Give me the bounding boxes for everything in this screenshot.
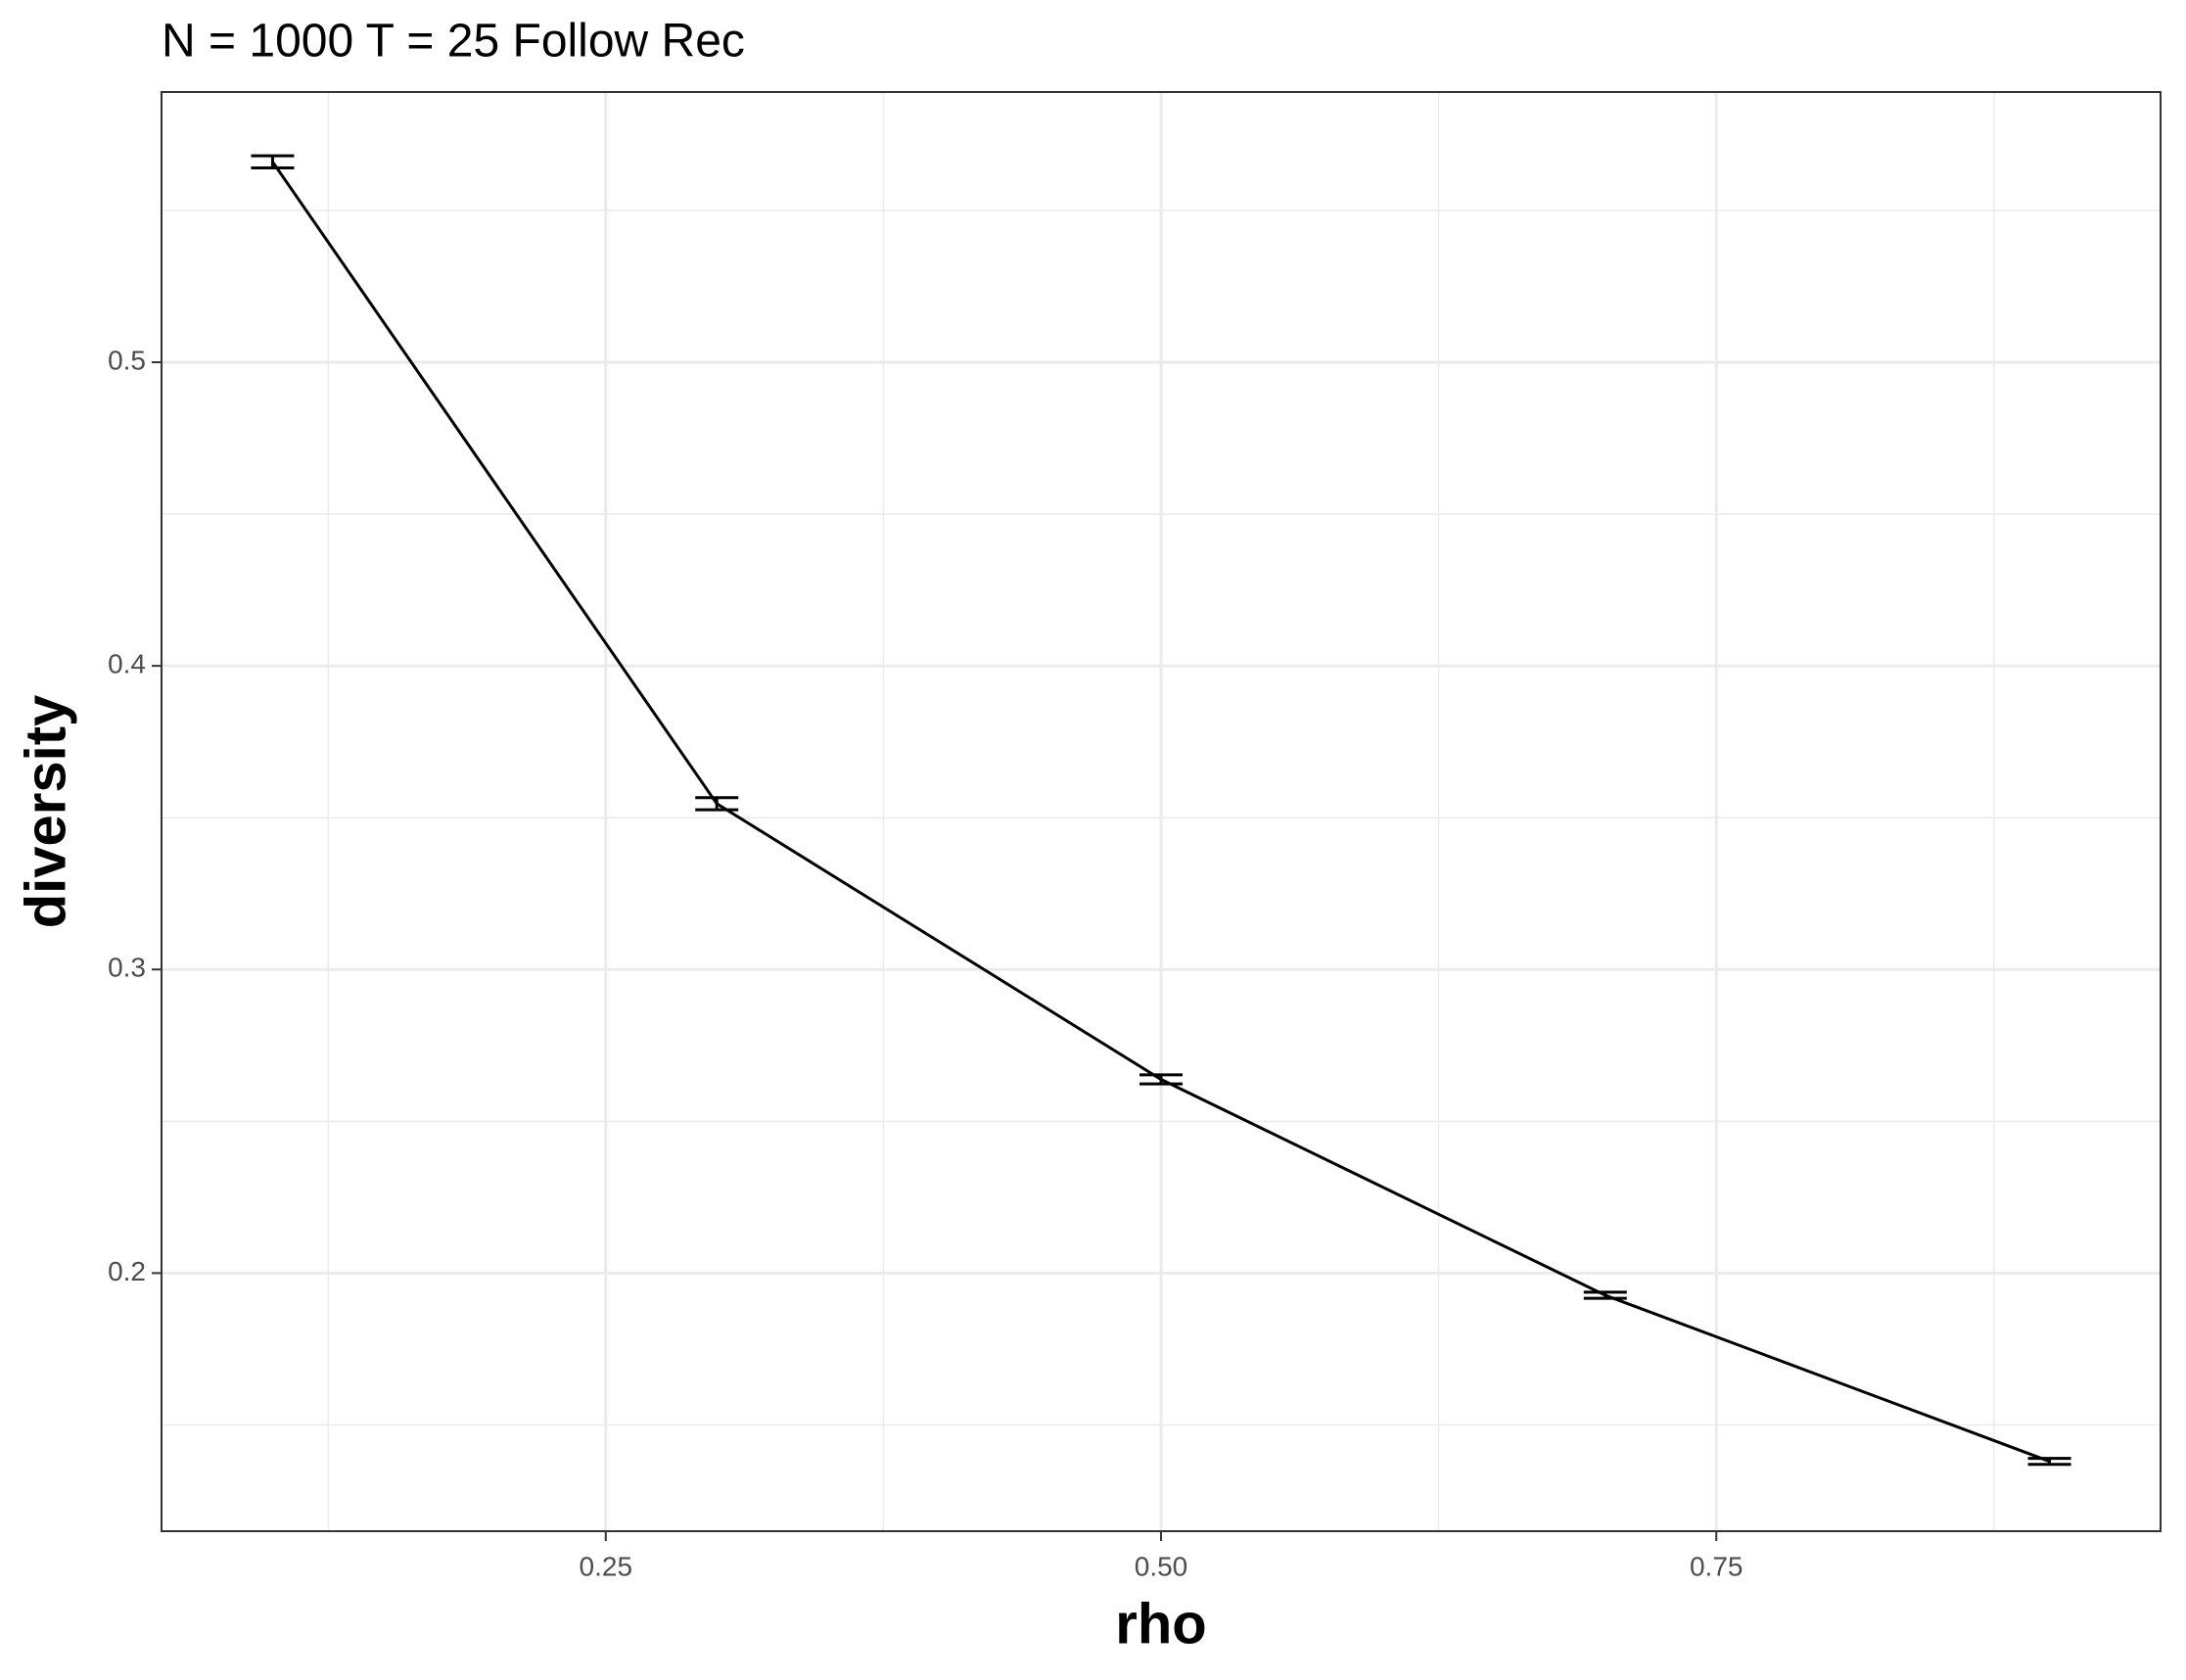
y-axis-title: diversity [14,695,77,929]
y-tick-label: 0.4 [108,649,146,679]
x-tick-label: 0.25 [580,1551,633,1581]
y-tick-label: 0.5 [108,345,146,375]
error-bar [1140,1073,1183,1086]
y-tick-label: 0.3 [108,953,146,983]
y-tick-label: 0.2 [108,1256,146,1286]
plot-border [161,91,2162,1532]
chart-title: N = 1000 T = 25 Follow Rec [162,16,745,68]
error-bar [251,154,295,170]
error-bar [695,796,739,812]
x-tick-label: 0.50 [1135,1551,1188,1581]
error-bar [1583,1290,1627,1300]
x-axis-title: rho [1115,1592,1206,1656]
x-tick-label: 0.75 [1690,1551,1744,1581]
error-bar [2027,1457,2071,1467]
